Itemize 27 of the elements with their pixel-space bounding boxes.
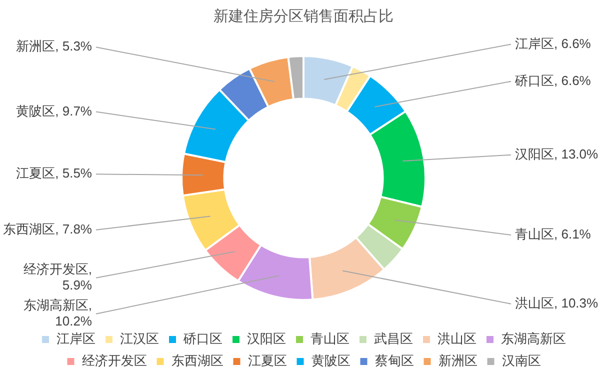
data-label: 硚口区, 6.6% bbox=[514, 72, 592, 88]
chart-title: 新建住房分区销售面积占比 bbox=[214, 8, 394, 26]
legend-label: 江岸区 bbox=[56, 331, 96, 346]
legend-label: 江汉区 bbox=[120, 331, 159, 346]
data-label: 东西湖区, 7.8% bbox=[3, 221, 92, 236]
data-label: 新洲区, 5.3% bbox=[16, 38, 92, 54]
legend-label: 洪山区 bbox=[438, 331, 476, 346]
legend-label: 汉阳区 bbox=[247, 331, 286, 346]
legend-label: 青山区 bbox=[310, 331, 350, 346]
data-label: 东湖高新区, 10.2% bbox=[23, 297, 92, 328]
legend-label: 新洲区 bbox=[438, 353, 478, 368]
data-label: 江夏区, 5.5% bbox=[16, 166, 92, 181]
data-label: 青山区, 6.1% bbox=[515, 226, 592, 242]
data-label: 汉阳区, 13.0% bbox=[515, 146, 599, 162]
legend-label: 蔡甸区 bbox=[374, 353, 414, 368]
legend-label: 经济开发区 bbox=[82, 353, 147, 368]
legend-label: 武昌区 bbox=[374, 331, 413, 346]
legend-label: 汉南区 bbox=[502, 353, 541, 368]
legend-label: 江夏区 bbox=[248, 353, 287, 368]
legend-label: 东西湖区 bbox=[171, 353, 224, 368]
data-label: 黄陂区, 9.7% bbox=[16, 103, 92, 118]
data-label: 洪山区, 10.3% bbox=[515, 295, 599, 310]
legend-label: 硚口区 bbox=[182, 331, 222, 346]
legend-label: 东湖高新区 bbox=[501, 331, 566, 346]
data-label: 江岸区, 6.6% bbox=[515, 36, 592, 51]
legend-label: 黄陂区 bbox=[311, 353, 350, 368]
data-label: 经济开发区, 5.9% bbox=[23, 261, 92, 292]
